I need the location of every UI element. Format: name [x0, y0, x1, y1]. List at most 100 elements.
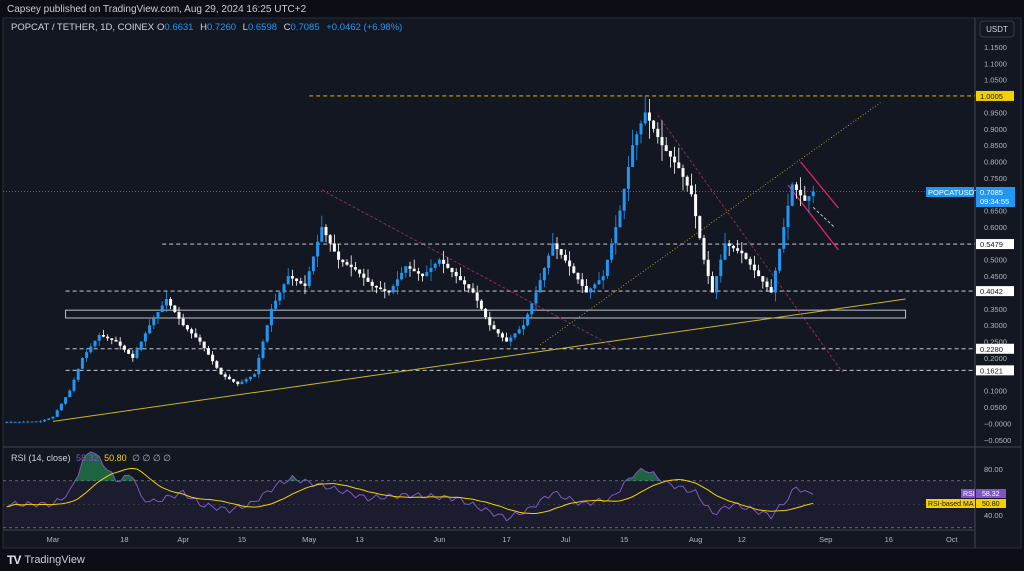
candle-body [148, 325, 152, 334]
candle-body [622, 188, 626, 211]
level-label: 0.1621 [980, 366, 1003, 375]
c-label: C [284, 22, 291, 33]
o-label: O [157, 22, 164, 33]
candle-body [202, 341, 206, 349]
candle-body [303, 283, 307, 286]
candle-body [374, 285, 378, 288]
candle-body [345, 262, 349, 265]
candle-body [55, 410, 59, 417]
candle-body [555, 243, 559, 250]
tradingview-logo[interactable]: TV TradingView [7, 553, 85, 567]
candle-body [118, 341, 122, 346]
candle-body [160, 305, 164, 313]
open-value: 0.6631 [164, 22, 193, 33]
candle-body [13, 421, 17, 423]
publisher-line: Capsey published on TradingView.com, Aug… [7, 4, 307, 15]
trendline-dotted[interactable] [539, 102, 881, 346]
candle-body [563, 254, 567, 261]
candle-body [744, 253, 748, 259]
candle-body [534, 292, 538, 304]
candle-body [30, 421, 34, 423]
currency-button[interactable]: USDT [979, 20, 1015, 38]
candle-body [169, 299, 173, 306]
candle-body [475, 292, 479, 301]
candle-body [400, 272, 404, 280]
trendline-red[interactable] [321, 189, 621, 351]
trendline-pink[interactable] [800, 161, 839, 209]
candle-body [404, 266, 408, 273]
candle-body [215, 361, 219, 368]
candle-body [106, 336, 110, 339]
candle-body [710, 276, 714, 293]
candle-body [68, 390, 72, 398]
chart-panel [2, 17, 1022, 549]
time-tick: Apr [177, 535, 189, 544]
candle-body [93, 340, 97, 347]
candle-body [643, 112, 647, 124]
price-tick: 0.5000 [984, 256, 1007, 265]
candle-body [463, 280, 467, 285]
time-axis[interactable]: Mar 18 Apr 15 May 13 Jun 17 Jul 15 Aug 12 Sep 16 Oct [47, 535, 959, 544]
candle-body [790, 184, 794, 206]
candle-body [496, 329, 500, 334]
candle-body [727, 243, 731, 246]
candle-body [656, 128, 660, 138]
candle-body [639, 123, 643, 135]
rsi-title: RSI (14, close) [11, 453, 71, 463]
candle-body [429, 267, 433, 273]
candle-body [97, 335, 101, 341]
candle-body [80, 357, 84, 369]
candle-body [488, 317, 492, 326]
trendline-trend[interactable] [52, 298, 906, 422]
candle-body [773, 270, 777, 293]
price-axis[interactable]: 1.1500 1.1000 1.0500 0.9500 0.9000 0.8500 0.80… [984, 43, 1011, 445]
candle-body [740, 250, 744, 254]
candle-body [492, 325, 496, 330]
candle-body [748, 258, 752, 265]
candle-body [572, 266, 576, 273]
candle-body [127, 349, 131, 354]
candle-body [328, 235, 332, 244]
candle-body [551, 243, 555, 256]
candle-body [366, 277, 370, 282]
candle-body [232, 379, 236, 382]
price-tick: −0.0500 [984, 436, 1011, 445]
candle-body [610, 243, 614, 260]
price-tick: 0.6000 [984, 223, 1007, 232]
candle-body [421, 273, 425, 277]
candle-body [568, 260, 572, 267]
candle-body [236, 381, 240, 385]
candle-body [433, 263, 437, 268]
candle-body [736, 248, 740, 251]
candle-body [43, 419, 47, 422]
price-tick: 0.3500 [984, 305, 1007, 314]
candle-body [282, 284, 286, 293]
price-tick: 0.6500 [984, 207, 1007, 216]
candle-body [509, 337, 513, 342]
candle-body [143, 333, 147, 342]
level-label-bg [976, 286, 1014, 297]
candle-body [467, 284, 471, 289]
candle-body [454, 272, 458, 277]
candle-body [685, 176, 689, 186]
candle-body [673, 156, 677, 163]
candle-body [517, 329, 521, 334]
candle-body [471, 288, 475, 293]
price-tick: 1.1500 [984, 43, 1007, 52]
candle-body [799, 189, 803, 196]
candle-body [547, 255, 551, 268]
price-tick: 0.9000 [984, 125, 1007, 134]
l-label: L [243, 22, 248, 33]
candle-body [706, 259, 710, 277]
candle-body [164, 299, 168, 306]
symbol-tag: POPCATUSDT [928, 188, 979, 197]
candle-body [85, 352, 89, 358]
candle-body [450, 267, 454, 273]
trendline-red[interactable] [657, 114, 843, 373]
candle-body [752, 264, 756, 271]
candle-body [391, 285, 395, 293]
brand-name: TradingView [24, 554, 85, 566]
candle-body [22, 421, 26, 423]
candle-body [156, 312, 160, 319]
